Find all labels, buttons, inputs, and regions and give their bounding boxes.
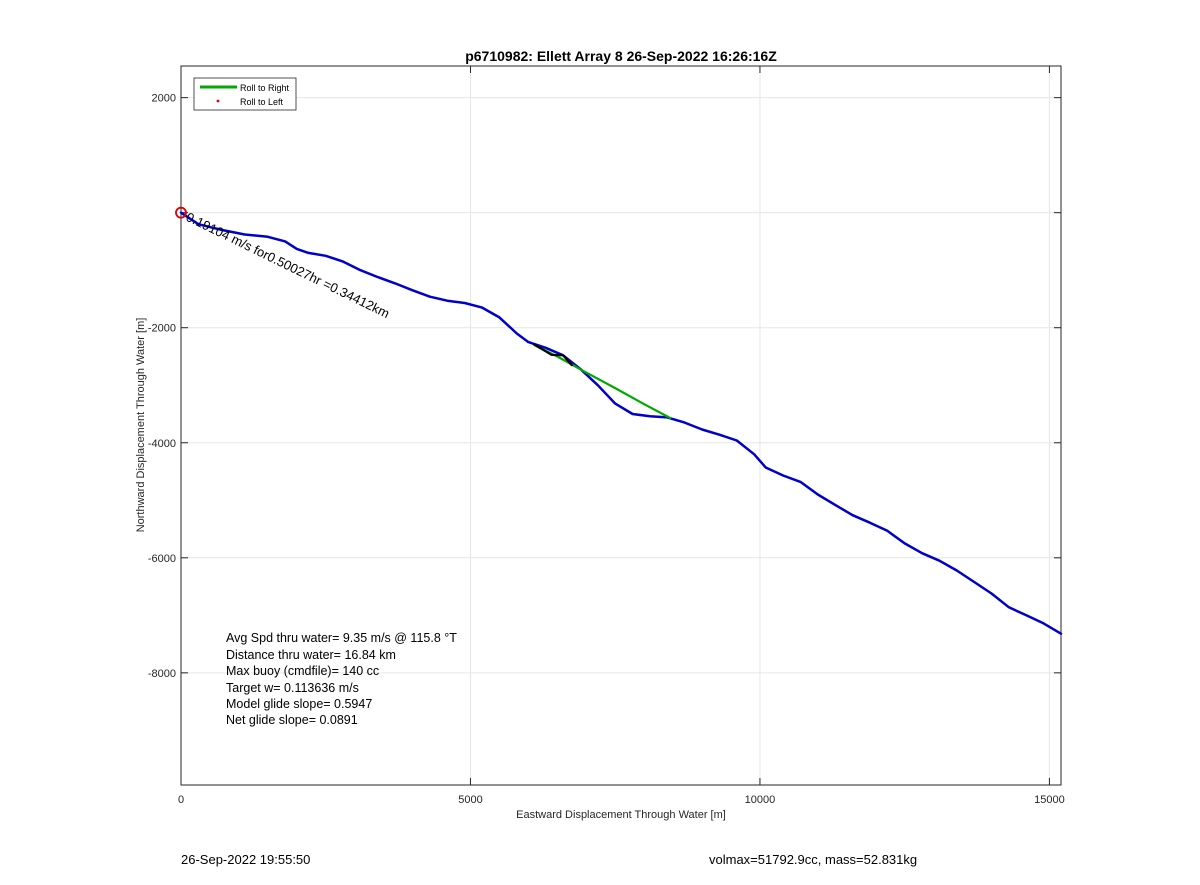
stats-line: Distance thru water= 16.84 km <box>226 648 396 662</box>
tick-layer: 0 5000 10000 15000 -8000 -6000 -4000 -2000 2000 <box>148 66 1065 806</box>
legend-label-roll-right: Roll to Right <box>240 83 290 93</box>
legend-box <box>193 77 297 111</box>
chart-title: p6710982: Ellett Array 8 26-Sep-2022 16:… <box>465 48 777 64</box>
stats-annotation: Avg Spd thru water= 9.35 m/s @ 115.8 °T … <box>226 631 457 727</box>
footer-vehicle-info: volmax=51792.9cc, mass=52.831kg <box>709 852 918 867</box>
stats-line: Max buoy (cmdfile)= 140 cc <box>226 664 379 678</box>
stats-line: Avg Spd thru water= 9.35 m/s @ 115.8 °T <box>226 631 457 645</box>
plot-area-frame <box>180 65 1062 786</box>
y-tick-label: -2000 <box>148 323 176 335</box>
y-tick-label: -4000 <box>148 438 176 450</box>
x-axis-label: Eastward Displacement Through Water [m] <box>516 809 726 821</box>
diagonal-annotation: 0.19104 m/s for0.50027hr =0.34412km <box>184 209 392 321</box>
marker-layer <box>175 206 187 219</box>
y-tick-label: 2000 <box>152 93 176 105</box>
y-axis-label: Northward Displacement Through Water [m] <box>135 318 147 533</box>
legend-swatch-roll-left <box>216 99 220 103</box>
x-tick-label: 15000 <box>1034 794 1065 806</box>
legend: Roll to Right Roll to Left <box>193 77 297 111</box>
x-tick-label: 5000 <box>458 794 482 806</box>
footer-timestamp: 26-Sep-2022 19:55:50 <box>181 852 311 867</box>
stats-line: Model glide slope= 0.5947 <box>226 697 372 711</box>
y-tick-label: -6000 <box>148 553 176 565</box>
series-layer <box>179 211 1063 635</box>
x-tick-label: 0 <box>178 794 184 806</box>
legend-label-roll-left: Roll to Left <box>240 97 284 107</box>
x-tick-label: 10000 <box>745 794 776 806</box>
grid-layer <box>180 66 1061 785</box>
start-marker <box>175 206 187 219</box>
segment-line <box>533 343 573 367</box>
stats-line: Net glide slope= 0.0891 <box>226 713 358 727</box>
y-tick-label: -8000 <box>148 668 176 680</box>
track-line <box>179 211 1063 635</box>
stats-line: Target w= 0.113636 m/s <box>226 681 359 695</box>
